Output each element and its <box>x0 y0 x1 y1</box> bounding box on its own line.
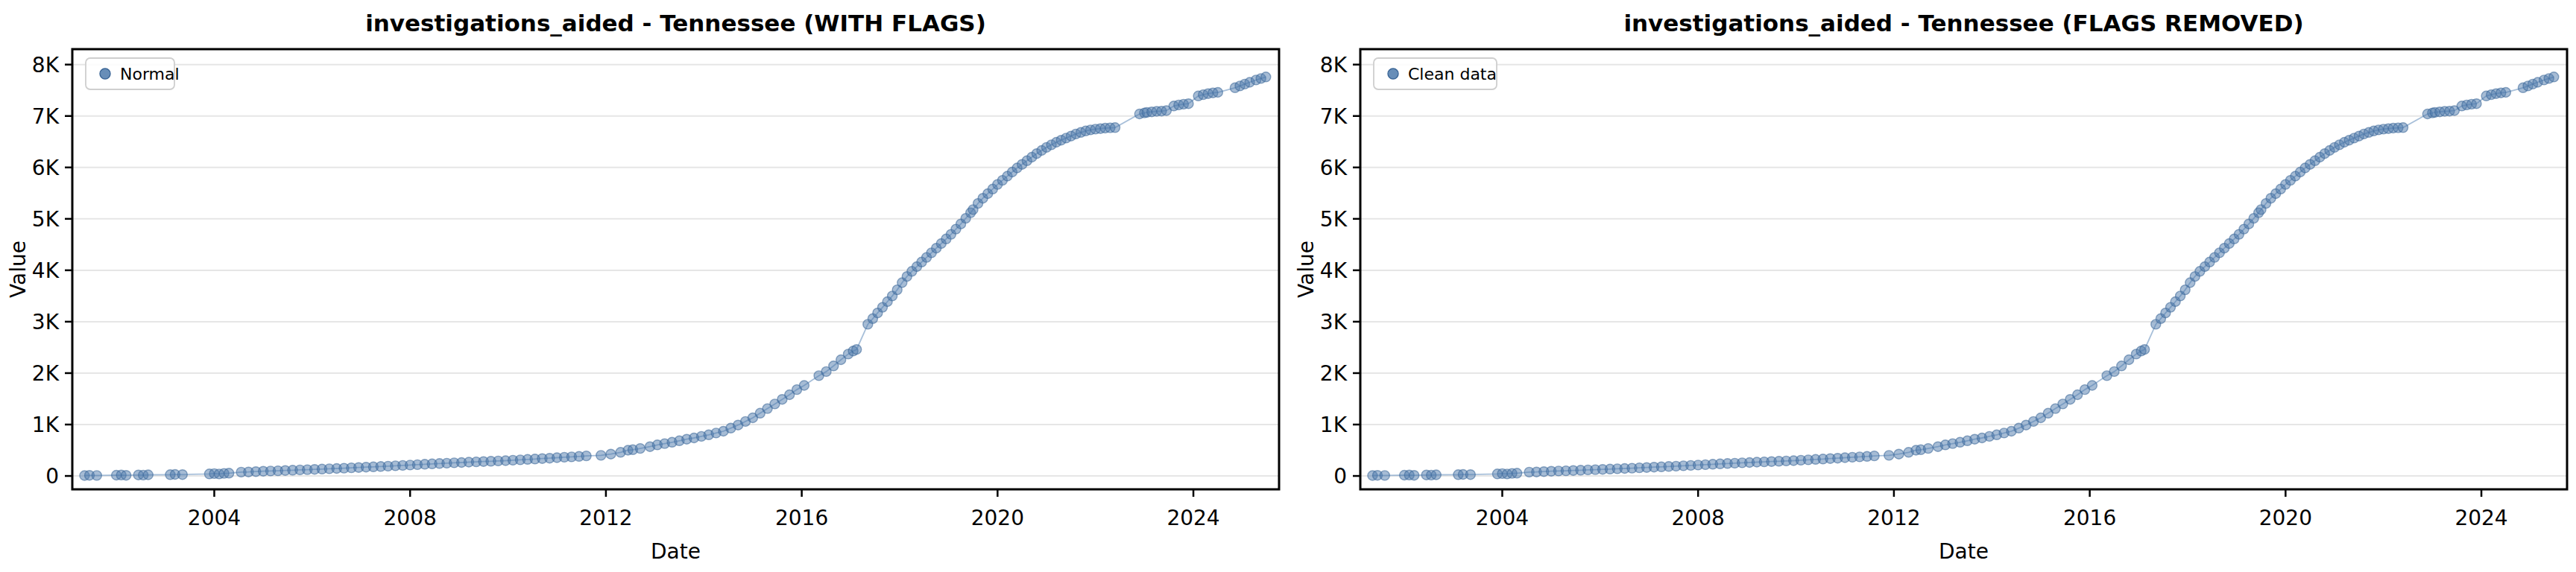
data-point <box>177 470 187 480</box>
data-point <box>92 471 101 480</box>
data-point <box>606 449 616 459</box>
x-axis-label: Date <box>651 539 701 564</box>
y-tick-label: 8K <box>32 53 60 77</box>
y-axis-label: Value <box>6 241 31 298</box>
y-tick-label: 2K <box>1320 361 1348 386</box>
legend: Normal <box>86 58 180 89</box>
data-point <box>1512 468 1522 478</box>
x-tick-label: 2008 <box>1672 506 1725 530</box>
y-tick-label: 8K <box>1320 53 1348 77</box>
y-tick-label: 7K <box>32 104 60 129</box>
y-tick-label: 4K <box>32 258 60 283</box>
data-point <box>1894 449 1904 459</box>
data-point <box>596 451 606 460</box>
chart-flags-removed: 2004 2008 2012 2016 2020 2024 0 1K 2K 3K 4K 5K 6K 7K 8… <box>1288 0 2576 572</box>
x-tick-label: 2016 <box>2063 506 2116 530</box>
legend: Clean data <box>1374 58 1497 89</box>
x-tick-label: 2004 <box>1476 506 1529 530</box>
legend-label: Normal <box>120 65 180 83</box>
data-point <box>1184 99 1193 109</box>
chart-title: investigations_aided - Tennessee (WITH F… <box>365 10 986 36</box>
y-tick-label: 3K <box>32 310 60 334</box>
y-tick-label: 5K <box>1320 207 1348 232</box>
x-tick-label: 2012 <box>1867 506 1920 530</box>
chart-svg: 2004 2008 2012 2016 2020 2024 0 1K 2K 3K 4K 5K 6K 7K 8… <box>1288 0 2576 572</box>
x-tick-label: 2012 <box>579 506 632 530</box>
y-tick-label: 0 <box>1333 464 1347 489</box>
data-point <box>2472 99 2481 109</box>
legend-label: Clean data <box>1408 65 1497 83</box>
y-axis-label: Value <box>1294 241 1319 298</box>
chart-background <box>0 0 1288 572</box>
figure-canvas: 2004 2008 2012 2016 2020 2024 0 1K 2K 3K 4K 5K 6K 7K 8… <box>0 0 2576 572</box>
data-point <box>1923 444 1933 454</box>
x-tick-label: 2024 <box>2455 506 2507 530</box>
data-point <box>581 451 591 461</box>
x-tick-label: 2020 <box>2259 506 2312 530</box>
data-point <box>799 381 809 390</box>
data-point <box>1409 471 1419 480</box>
x-tick-label: 2020 <box>971 506 1024 530</box>
y-tick-label: 0 <box>45 464 59 489</box>
data-point <box>2399 123 2408 133</box>
y-tick-label: 6K <box>1320 156 1348 180</box>
y-tick-label: 3K <box>1320 310 1348 334</box>
y-tick-label: 6K <box>32 156 60 180</box>
y-tick-label: 4K <box>1320 258 1348 283</box>
data-point <box>635 444 645 454</box>
data-point <box>224 468 234 478</box>
data-point <box>1884 451 1894 460</box>
x-tick-label: 2016 <box>775 506 828 530</box>
y-tick-label: 1K <box>32 413 60 437</box>
data-point <box>1261 72 1271 82</box>
y-tick-label: 5K <box>32 207 60 232</box>
data-point <box>2140 345 2150 355</box>
data-point <box>1111 123 1120 133</box>
data-point <box>2087 381 2097 390</box>
data-point <box>1380 471 1389 480</box>
legend-marker-icon <box>100 69 110 79</box>
data-point <box>1869 451 1879 461</box>
data-point <box>852 345 862 355</box>
x-tick-label: 2004 <box>188 506 241 530</box>
chart-svg: 2004 2008 2012 2016 2020 2024 0 1K 2K 3K 4K 5K 6K 7K 8… <box>0 0 1288 572</box>
y-tick-label: 7K <box>1320 104 1348 129</box>
legend-marker-icon <box>1388 69 1398 79</box>
x-tick-label: 2024 <box>1167 506 1219 530</box>
data-point <box>2501 88 2510 98</box>
data-point <box>2549 72 2559 82</box>
data-point <box>1465 470 1475 480</box>
data-point <box>1213 88 1222 98</box>
data-point <box>1431 470 1441 480</box>
y-tick-label: 1K <box>1320 413 1348 437</box>
chart-with-flags: 2004 2008 2012 2016 2020 2024 0 1K 2K 3K 4K 5K 6K 7K 8… <box>0 0 1288 572</box>
y-tick-label: 2K <box>32 361 60 386</box>
chart-title: investigations_aided - Tennessee (FLAGS … <box>1623 10 2303 36</box>
data-point <box>143 470 153 480</box>
data-point <box>121 471 131 480</box>
x-tick-label: 2008 <box>384 506 437 530</box>
x-axis-label: Date <box>1939 539 1989 564</box>
